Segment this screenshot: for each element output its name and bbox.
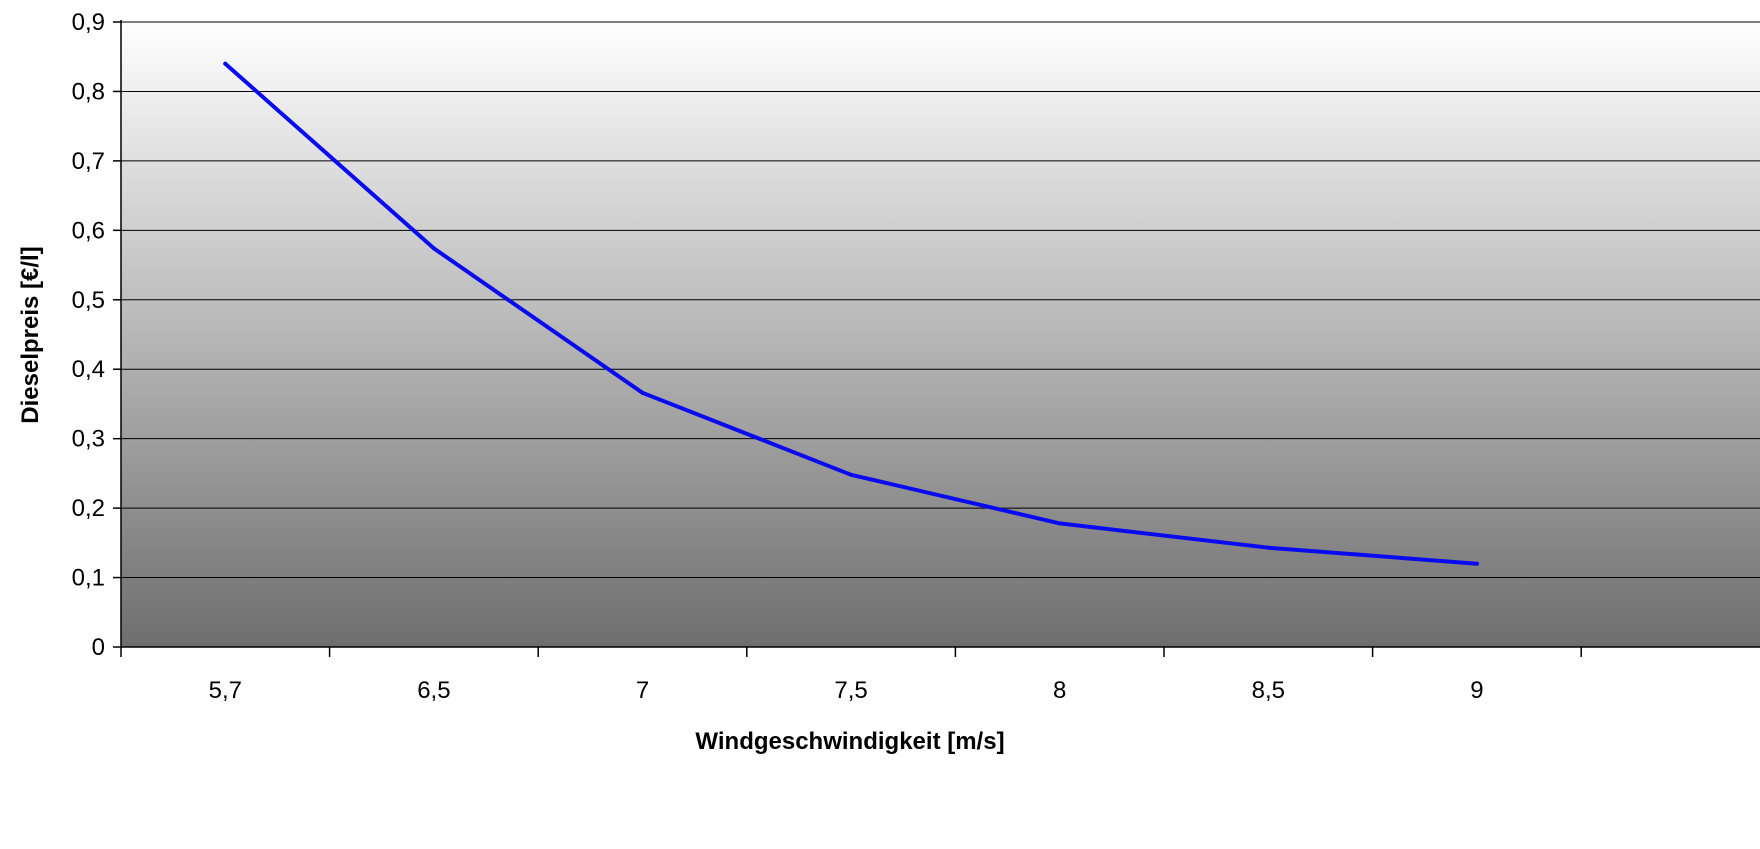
data-point xyxy=(640,390,645,395)
x-tick-label: 6,5 xyxy=(417,677,450,704)
data-point xyxy=(1474,561,1479,566)
y-tick-label: 0,8 xyxy=(72,78,105,105)
y-tick-label: 0,9 xyxy=(72,9,105,36)
axes xyxy=(113,20,1760,657)
y-axis-title: Dieselpreis [€/l] xyxy=(17,246,44,423)
data-point xyxy=(1057,521,1062,526)
x-tick-label: 8 xyxy=(1053,677,1066,704)
x-tick-label: 5,7 xyxy=(209,677,242,704)
x-axis-title: Windgeschwindigkeit [m/s] xyxy=(695,728,1004,755)
y-tick-label: 0 xyxy=(92,634,105,661)
y-tick-label: 0,5 xyxy=(72,287,105,314)
y-tick-label: 0,7 xyxy=(72,148,105,175)
data-point xyxy=(223,61,228,66)
x-tick-label: 7,5 xyxy=(834,677,867,704)
data-point xyxy=(1266,545,1271,550)
x-tick-label: 8,5 xyxy=(1252,677,1285,704)
x-tick-label: 7 xyxy=(636,677,649,704)
tick-labels: 0 0,1 0,2 0,3 0,4 0,5 0,6 0,7 0,8 0,9 5,7 6,5 7 7,5 8 8… xyxy=(72,9,1484,704)
y-tick-label: 0,1 xyxy=(72,565,105,592)
data-point xyxy=(849,472,854,477)
y-tick-label: 0,2 xyxy=(72,495,105,522)
data-point xyxy=(431,246,436,251)
gridlines xyxy=(121,21,1760,579)
y-tick-label: 0,6 xyxy=(72,217,105,244)
series-layer xyxy=(223,61,1479,566)
plot-area xyxy=(121,22,1760,647)
x-tick-label: 9 xyxy=(1470,677,1483,704)
y-tick-label: 0,4 xyxy=(72,356,105,383)
y-tick-label: 0,3 xyxy=(72,426,105,453)
